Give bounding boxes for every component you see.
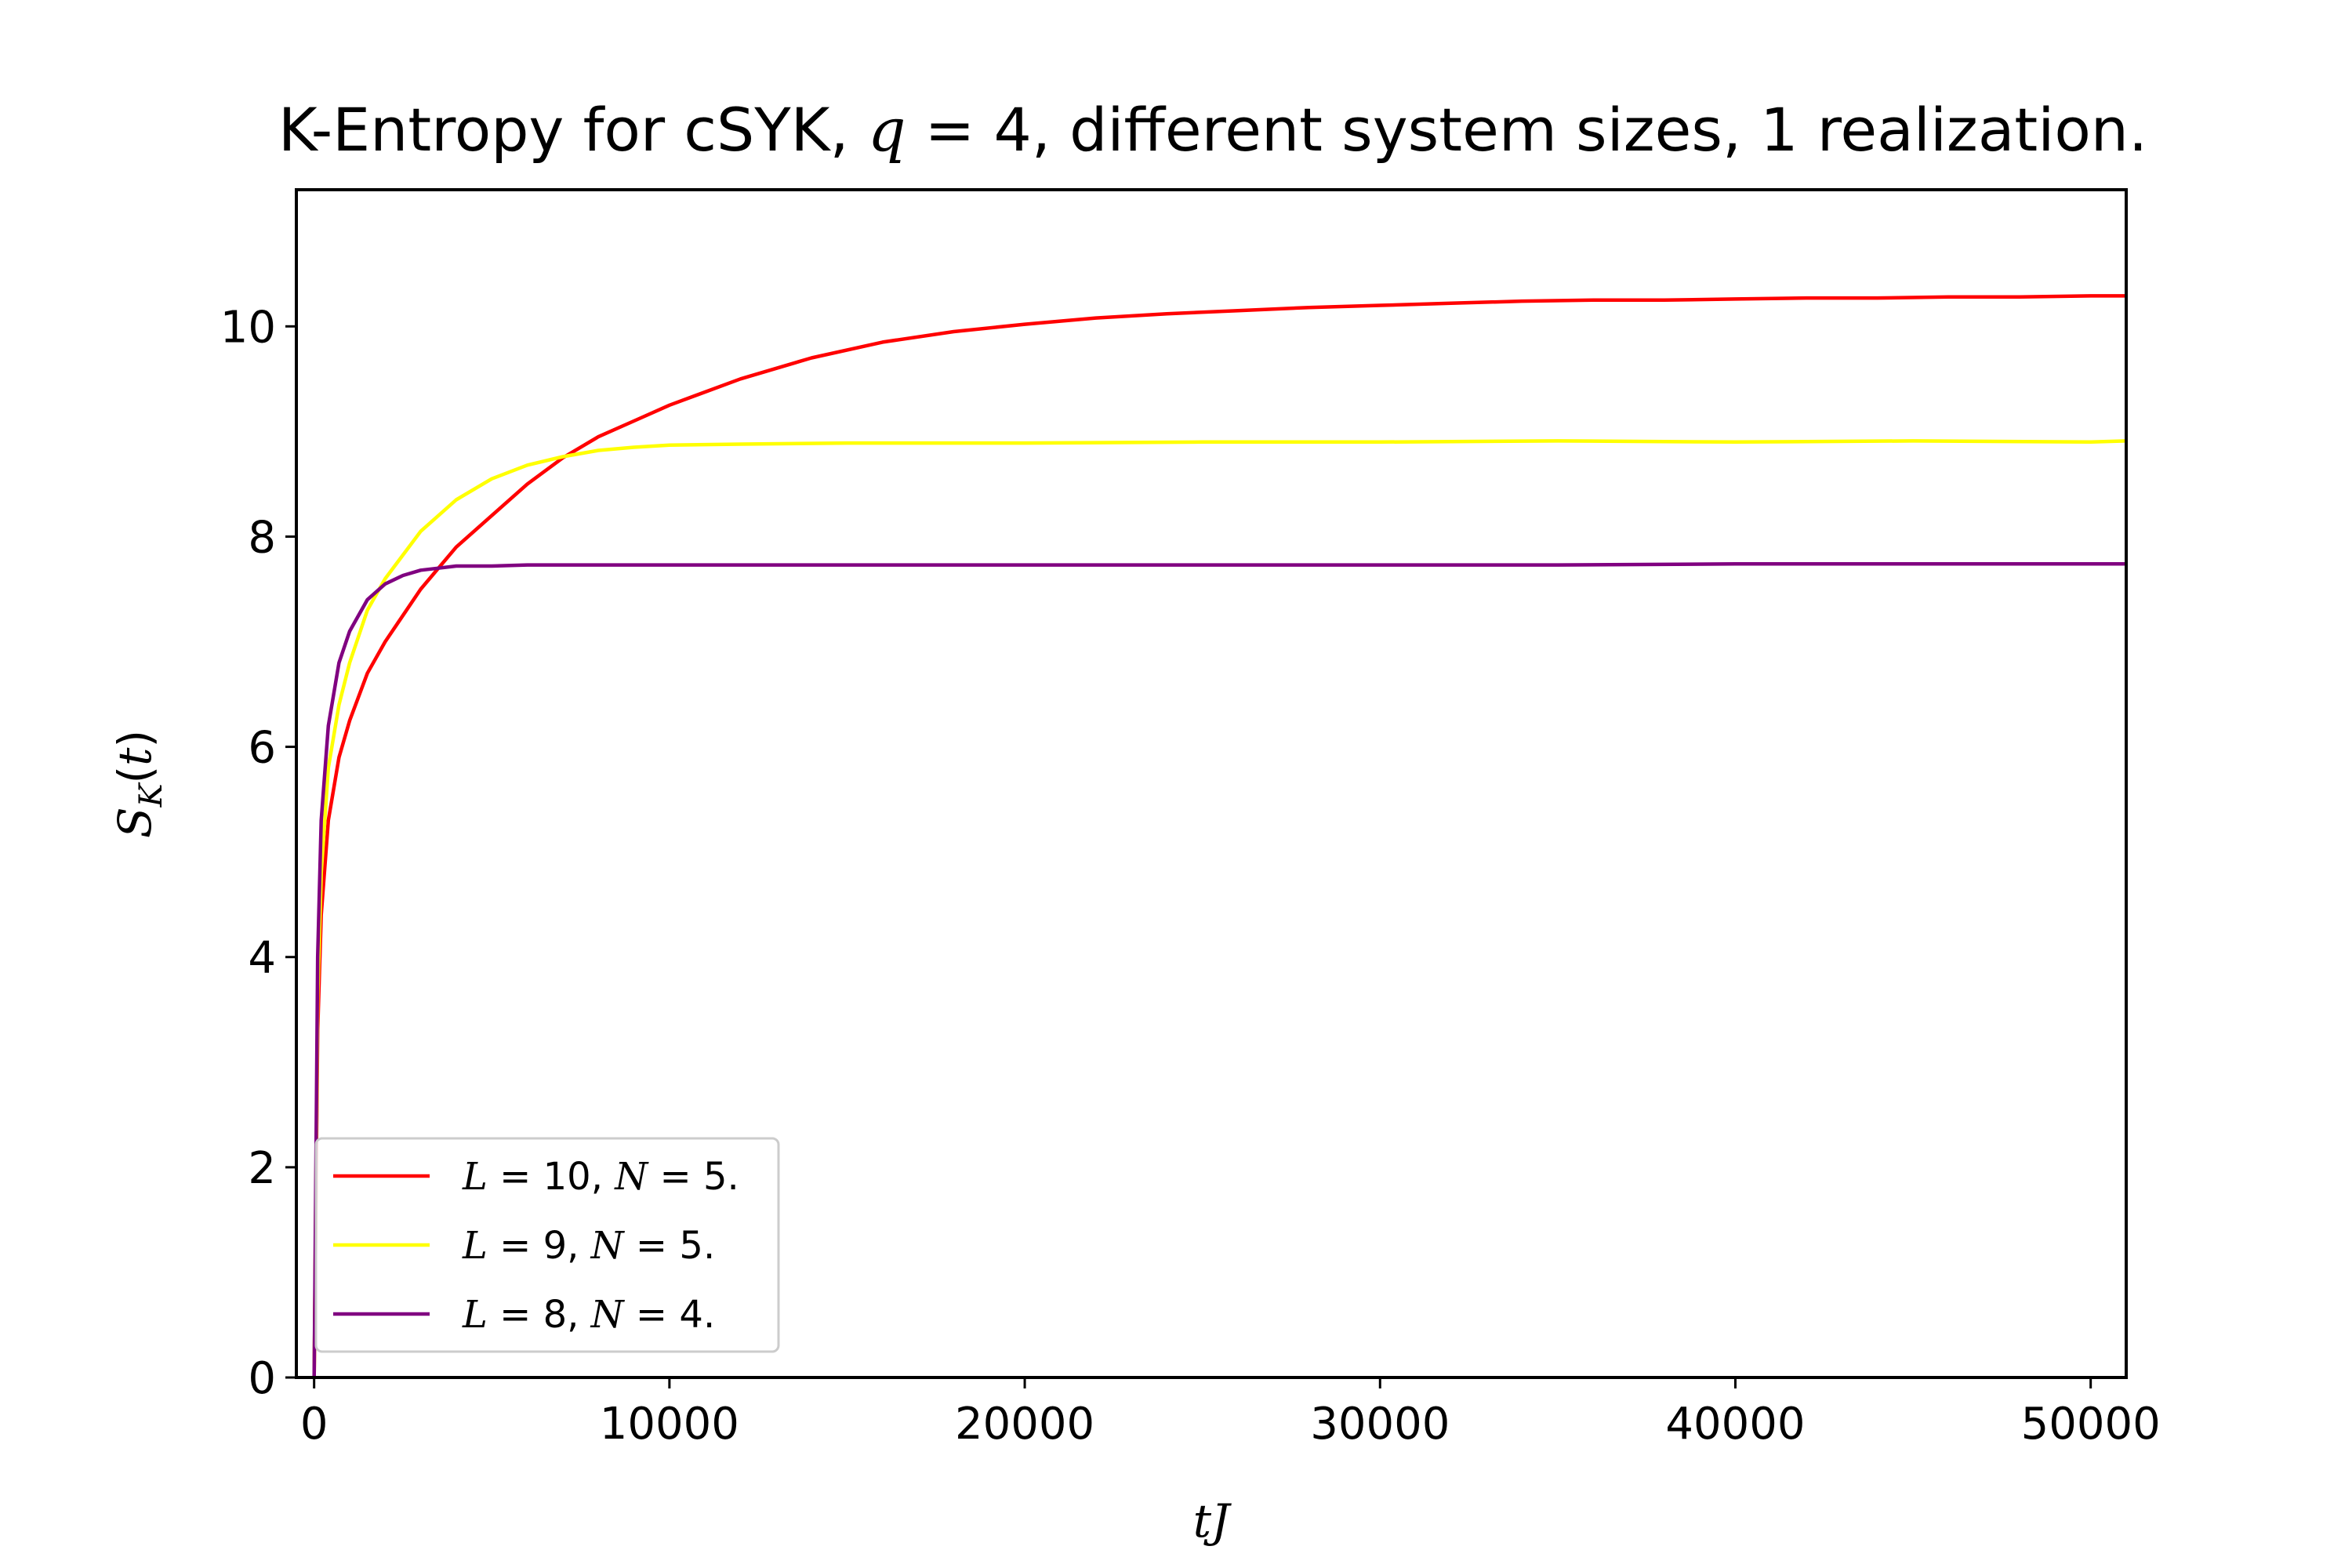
x-tick-label: 20000 <box>955 1399 1094 1450</box>
plot-area <box>295 188 2128 1379</box>
y-tick-label: 6 <box>248 723 276 774</box>
x-tick-label: 10000 <box>600 1399 739 1450</box>
series-line-0 <box>312 294 2126 1377</box>
series-layer <box>312 294 2126 1377</box>
x-tick-label: 40000 <box>1665 1399 1805 1450</box>
x-axis: 0 10000 20000 30000 40000 50000 <box>300 1377 2161 1450</box>
y-tick-label: 0 <box>248 1353 276 1404</box>
y-tick-label: 8 <box>248 512 276 563</box>
legend-label-2: L = 8, N = 4. <box>462 1293 715 1337</box>
x-axis-label: tJ <box>1193 1494 1232 1548</box>
x-tick-label: 50000 <box>2021 1399 2161 1450</box>
y-axis-label: SK(t) <box>108 730 169 838</box>
y-tick-label: 2 <box>248 1143 276 1194</box>
series-line-2 <box>312 562 2126 1377</box>
x-tick-label: 30000 <box>1310 1399 1450 1450</box>
y-axis: 0 2 4 6 8 10 <box>220 302 296 1404</box>
chart-title: K-Entropy for cSYK, q = 4, different sys… <box>278 95 2147 165</box>
x-tick-label: 0 <box>300 1399 328 1450</box>
legend-label-1: L = 9, N = 5. <box>462 1224 715 1268</box>
y-tick-label: 10 <box>220 302 276 353</box>
axes-frame <box>295 188 2128 1379</box>
legend-label-0: L = 10, N = 5. <box>462 1155 739 1199</box>
y-tick-label: 4 <box>248 933 276 984</box>
legend: L = 10, N = 5. L = 9, N = 5. L = 8, N = 4. <box>314 1137 780 1353</box>
series-line-1 <box>312 439 2126 1377</box>
legend-box <box>314 1137 780 1353</box>
